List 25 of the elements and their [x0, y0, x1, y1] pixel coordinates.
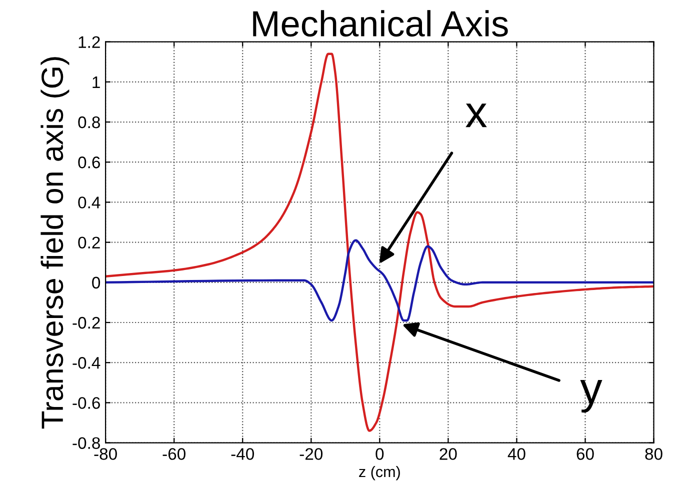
- chart-title: Mechanical Axis: [253, 10, 508, 37]
- x-tick-label: 20: [440, 448, 457, 460]
- y-tick-label: -0.6: [72, 397, 100, 409]
- x-axis-title: z (cm): [359, 466, 400, 480]
- y-tick-label: 1.2: [78, 36, 100, 48]
- x-tick-label: 0: [376, 448, 384, 460]
- y-tick-label: -0.4: [72, 357, 100, 369]
- y-tick-label: 0.6: [78, 156, 100, 168]
- x-tick-label: -40: [231, 448, 254, 460]
- y-tick-label: 0.2: [78, 236, 100, 249]
- y-tick-label: 0: [92, 276, 100, 289]
- text: x: [466, 104, 487, 128]
- y-tick-label: 0.4: [78, 196, 100, 208]
- x-tick-label: -60: [162, 448, 186, 460]
- y-axis-title: Transverse field on axis (G): [40, 57, 70, 429]
- text: y: [580, 380, 602, 413]
- x-tick-label: 40: [508, 448, 526, 460]
- y-tick-label: 0.8: [78, 116, 100, 128]
- x-tick-label: -80: [94, 448, 117, 460]
- x-tick-label: 80: [645, 448, 662, 460]
- y-tick-label: -0.8: [72, 437, 100, 450]
- x-tick-label: -20: [300, 448, 323, 460]
- x-tick-label: 60: [576, 448, 594, 460]
- y-tick-label: -0.2: [72, 316, 100, 329]
- y-tick-label: 1: [92, 76, 100, 88]
